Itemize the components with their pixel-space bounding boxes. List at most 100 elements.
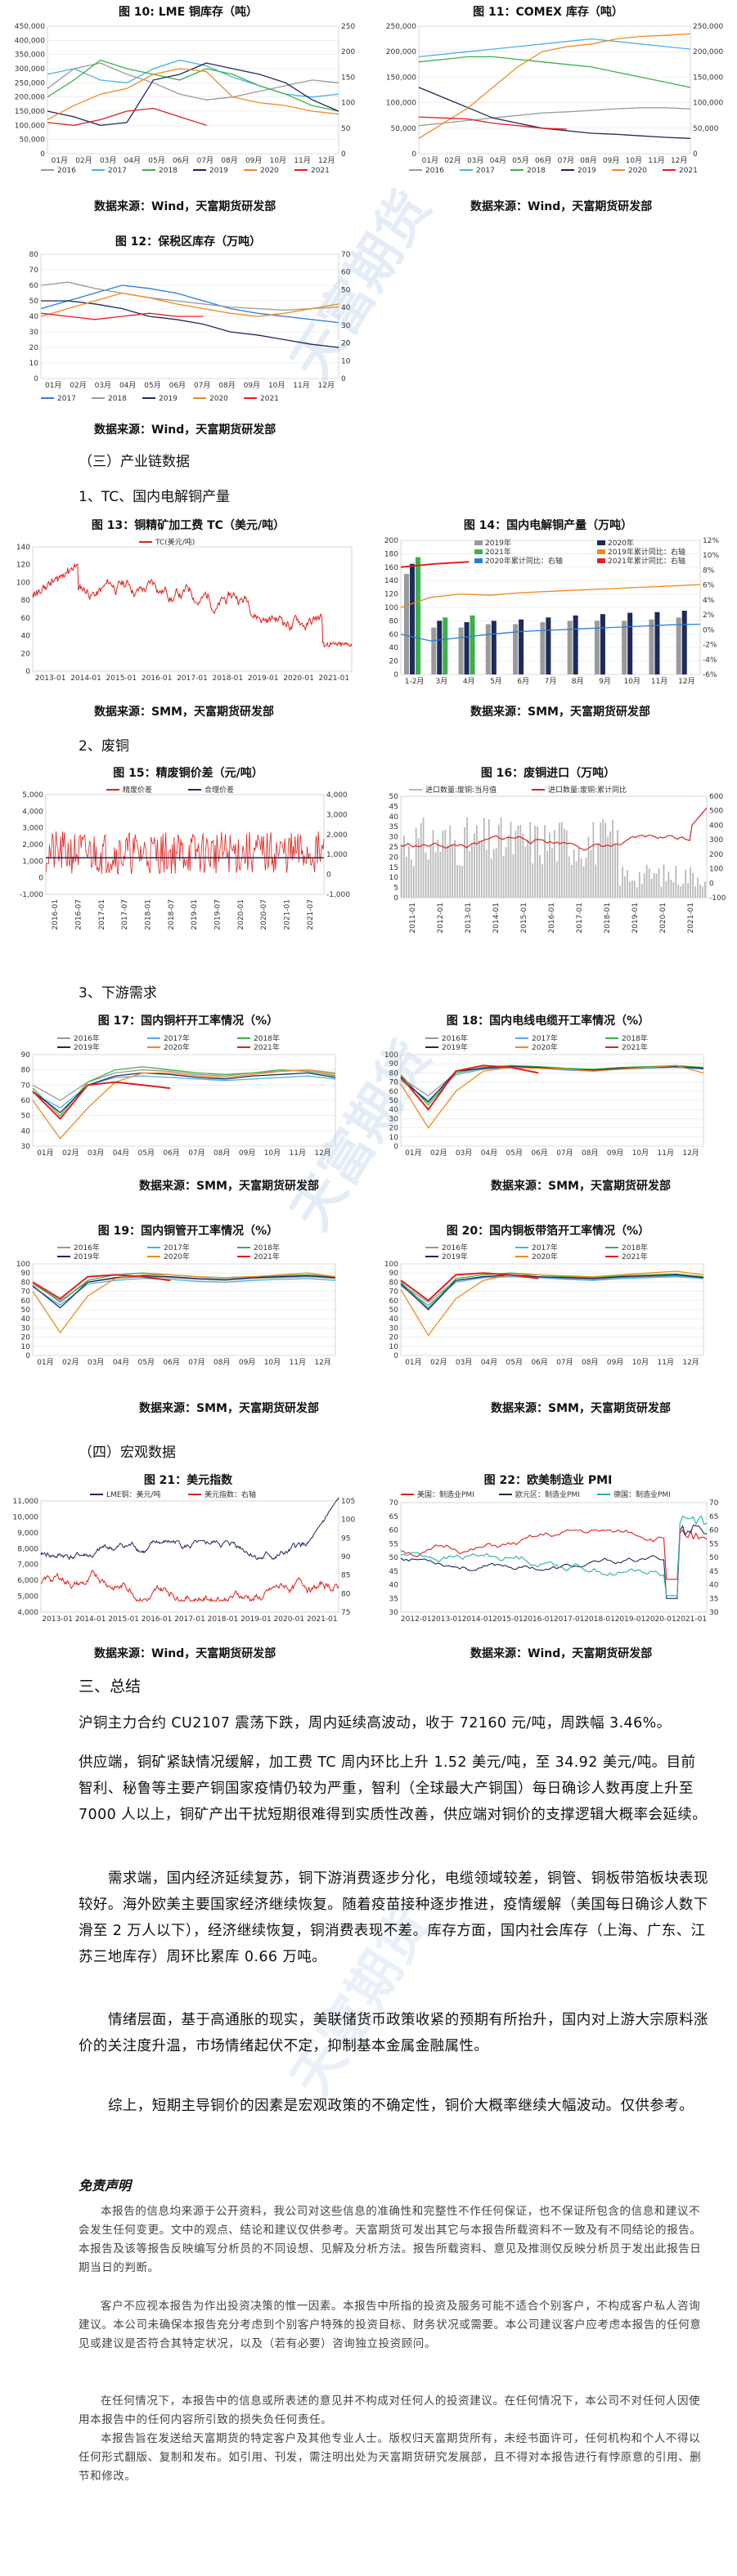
y-tick-label: 20 <box>29 344 39 352</box>
x-tick-label: 03月 <box>88 1358 104 1367</box>
legend-label: 2017年 <box>164 1243 190 1252</box>
x-tick-label: 04月 <box>113 1149 129 1158</box>
plot-area <box>45 794 325 895</box>
y-tick-label: 300,000 <box>15 65 45 74</box>
y-tick-label: 10 <box>389 874 399 882</box>
x-tick-label: 12月 <box>318 381 335 390</box>
x-tick-label: 8月 <box>572 677 584 686</box>
x-tick-label: 02月 <box>62 1149 79 1158</box>
legend-label: 2018 <box>527 167 546 175</box>
chart-scrap-spread: 5,000 4,000 3,000 2,000 1,000 0 -1,000 4,000 3,0… <box>8 783 368 950</box>
y-tick-label: 20 <box>389 853 399 862</box>
y-tick-label: 100 <box>384 604 398 612</box>
y-tick-label: 7,000 <box>17 1561 38 1570</box>
legend-label: 2020 <box>209 395 228 403</box>
series-line <box>32 1272 336 1334</box>
series-line <box>32 1066 336 1117</box>
x-tick-label: 04月 <box>490 156 506 165</box>
x-tick-label: 2017-07 <box>121 899 129 930</box>
y-tick-label: 0 <box>38 875 43 883</box>
x-tick-label: 06月 <box>531 1149 547 1158</box>
y-tick-label: 50 <box>389 1306 399 1315</box>
y-tick-label: 40 <box>389 644 399 652</box>
bar <box>667 871 670 898</box>
y2-tick-label: 60 <box>709 1527 719 1535</box>
bar <box>427 859 429 898</box>
bar <box>510 822 512 898</box>
x-tick-label: 2017-01 <box>174 1615 205 1624</box>
legend-label: 2016 <box>57 167 76 175</box>
bar <box>478 840 480 898</box>
bar <box>592 822 595 898</box>
y-tick-label: 50 <box>21 1306 31 1315</box>
figure-title: 图 16：废铜进口（万吨） <box>480 767 616 780</box>
x-tick-label: 2016-01 <box>142 674 173 683</box>
legend-label: 2016年 <box>442 1033 468 1043</box>
bar <box>495 848 497 898</box>
y-tick-label: 60 <box>29 282 39 290</box>
bar <box>532 863 534 898</box>
summary-paragraph: 供应端，铜矿紧缺情况缓解，加工费 TC 周内环比上升 1.52 美元/吨，至 3… <box>79 1754 708 1823</box>
x-tick-label: 2018-01 <box>213 674 244 683</box>
bar <box>466 818 468 898</box>
y-tick-label: 60 <box>389 1527 399 1535</box>
bar <box>464 622 470 674</box>
bar <box>660 886 663 898</box>
x-tick-label: 09月 <box>245 156 262 165</box>
legend-label: 进口数量:废铜:累计同比 <box>548 785 627 795</box>
x-tick-label: 11月 <box>658 1358 674 1367</box>
bar <box>402 836 405 898</box>
x-tick-label: 2018-01 <box>208 1615 239 1624</box>
x-tick-label: 2019-01 <box>248 674 279 683</box>
bar <box>443 617 448 674</box>
series-line <box>418 56 691 88</box>
bar <box>512 854 515 898</box>
y-tick-label: -1,000 <box>20 891 43 899</box>
y-tick-label: 70 <box>389 1499 399 1508</box>
bar <box>682 884 685 898</box>
bar <box>524 846 527 898</box>
legend-label: 2021 <box>260 395 279 403</box>
bar <box>439 851 442 898</box>
y-tick-label: 0 <box>393 671 398 679</box>
x-tick-label: 2015-01 <box>106 674 137 683</box>
bar <box>658 868 660 898</box>
bar <box>665 880 667 898</box>
y2-tick-label: 50 <box>341 125 351 133</box>
figure-source: 数据来源：Wind，天富期货研发部 <box>94 200 276 213</box>
y2-tick-label: 0 <box>709 880 714 888</box>
chart-refined-output: 200 180 160 140 120 100 80 60 40 20 0 12% 10% 8% 6% 4% 2… <box>376 535 736 694</box>
x-tick-label: 2018-01 <box>584 1615 615 1624</box>
bar <box>602 818 604 898</box>
bar <box>582 866 585 898</box>
legend-label: 2020年 <box>532 1252 558 1261</box>
y-tick-label: 4,000 <box>22 808 43 816</box>
x-tick-label: 2016-01 <box>523 1615 554 1624</box>
y-tick-label: 70 <box>389 1079 399 1087</box>
x-tick-label: 11月 <box>658 1149 674 1158</box>
bar <box>404 574 409 674</box>
x-tick-label: 02月 <box>70 381 86 390</box>
y-tick-label: 120 <box>384 591 398 599</box>
x-tick-label: 2020-01 <box>274 1615 305 1624</box>
bar <box>577 847 580 898</box>
x-tick-label: 2012-01 <box>437 903 445 934</box>
bar <box>471 843 473 898</box>
y2-tick-label: 50,000 <box>693 125 719 133</box>
bar <box>694 886 696 898</box>
bar <box>412 866 415 898</box>
figure-source: 数据来源：Wind，天富期货研发部 <box>94 1647 276 1660</box>
y-tick-label: 60 <box>21 1297 31 1306</box>
series-line <box>47 59 339 98</box>
x-tick-label: 2016-01 <box>52 899 60 930</box>
x-tick-label: 2014-01 <box>70 674 101 683</box>
bar <box>627 612 633 674</box>
series-line <box>40 1497 339 1561</box>
y2-tick-label: 3,000 <box>326 811 348 819</box>
legend-label: 2019年 <box>442 1252 468 1261</box>
bar <box>685 869 687 898</box>
y-tick-label: 65 <box>389 1513 398 1521</box>
y-tick-label: 250,000 <box>15 79 45 87</box>
x-tick-label: 07月 <box>188 1358 204 1367</box>
bar <box>476 825 478 898</box>
